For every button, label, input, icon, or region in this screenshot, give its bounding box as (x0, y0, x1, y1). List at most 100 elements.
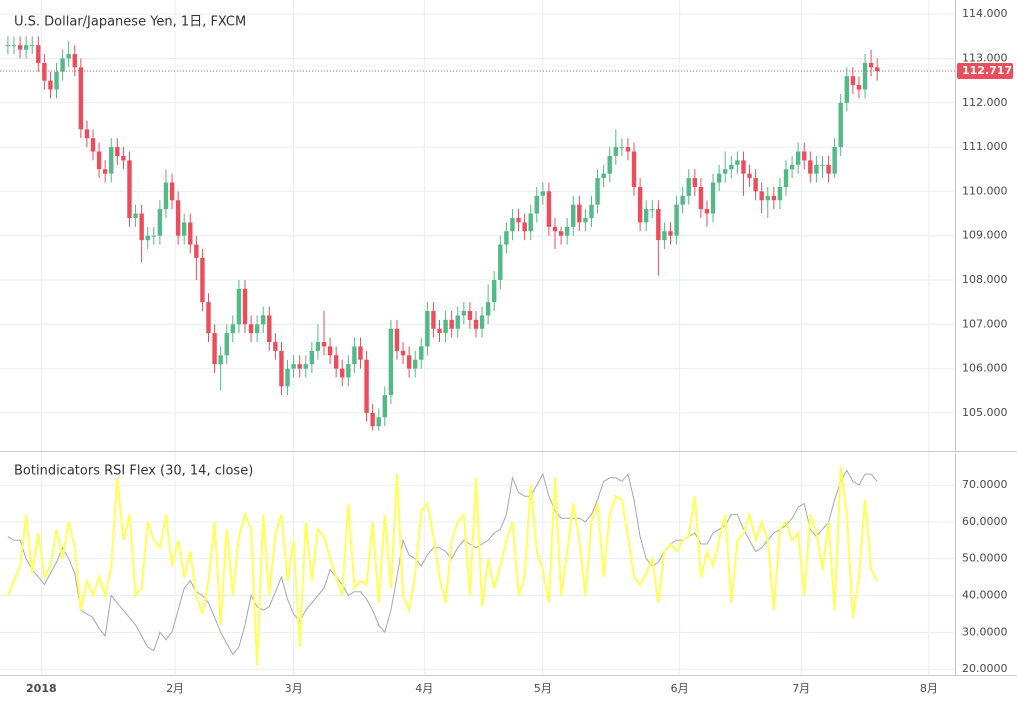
candle-body (42, 62, 47, 81)
candle-body (36, 45, 41, 63)
candle-body (741, 160, 746, 174)
candle-body (479, 315, 485, 329)
candle-body (449, 319, 454, 329)
candle-body (309, 350, 315, 365)
price-label: 112.717 (962, 64, 1012, 77)
candle-body (735, 160, 740, 165)
candle-body (133, 213, 138, 218)
candle-body (242, 288, 248, 325)
y-tick-label: 40.0000 (962, 589, 1008, 602)
candle-body (121, 155, 126, 161)
candle-body (795, 151, 801, 165)
candle-body (382, 395, 387, 418)
price-label-bg (957, 63, 1013, 80)
candle-body (637, 186, 643, 223)
candle-body (656, 209, 661, 241)
candle-body (419, 346, 424, 360)
candle-body (577, 204, 582, 223)
candle-body (437, 328, 442, 334)
candle-body (789, 164, 795, 170)
candle-body (297, 364, 302, 369)
candle-body (431, 311, 436, 329)
candle-body (303, 364, 308, 369)
candle-body (261, 315, 266, 325)
candle-body (315, 342, 321, 351)
candle-body (78, 67, 84, 130)
candle-body (66, 54, 71, 59)
y-tick-label: 106.000 (962, 362, 1008, 375)
y-tick-label: 111.000 (962, 140, 1008, 153)
candle-body (321, 342, 327, 347)
candle-body (230, 324, 236, 334)
candle-body (686, 178, 691, 196)
candle-body (340, 368, 345, 378)
x-tick-label: 2018 (26, 682, 57, 695)
candle-body (30, 45, 35, 47)
x-tick-label: 6月 (671, 682, 689, 695)
y-tick-label: 114.000 (962, 7, 1008, 20)
candle-body (546, 191, 552, 227)
candle-body (680, 195, 685, 205)
y-tick-label: 105.000 (962, 406, 1008, 419)
candle-body (473, 319, 479, 329)
candle-body (358, 346, 363, 360)
indicator-title: Botindicators RSI Flex (30, 14, close) (14, 464, 253, 479)
y-tick-label: 113.000 (962, 51, 1008, 64)
candle-body (376, 417, 381, 427)
candle-body (267, 315, 272, 343)
candle-body (759, 191, 764, 201)
candle-body (850, 76, 856, 86)
candle-body (723, 169, 728, 174)
candle-body (169, 182, 175, 201)
candle-body (248, 324, 254, 334)
candle-body (571, 204, 576, 227)
candle-body (109, 147, 114, 174)
candle-body (564, 226, 570, 236)
candle-body (868, 62, 874, 68)
candle-body (485, 302, 491, 316)
candle-body (516, 217, 521, 223)
candle-body (619, 147, 625, 149)
candle-body (115, 147, 120, 156)
x-tick-label: 8月 (920, 682, 938, 695)
candle-body (534, 195, 539, 214)
candle-body (528, 213, 533, 232)
candle-body (212, 333, 217, 365)
candle-body (206, 302, 211, 334)
candle-body (157, 209, 163, 236)
candle-body (814, 164, 819, 174)
candle-body (48, 80, 53, 90)
candle-body (716, 173, 722, 183)
candle-body (765, 195, 770, 201)
candle-body (838, 102, 843, 148)
candle-body (510, 217, 515, 232)
candle-body (826, 164, 831, 174)
candle-body (747, 173, 752, 179)
candle-body (145, 235, 150, 241)
y-tick-label: 50.0000 (962, 552, 1008, 565)
candle-body (808, 160, 813, 174)
candle-body (333, 355, 339, 369)
candle-body (589, 204, 594, 218)
candle-body (777, 186, 783, 201)
candle-body (729, 164, 734, 170)
candle-body (17, 45, 23, 50)
y-tick-label: 110.000 (962, 184, 1008, 197)
candle-body (613, 147, 618, 156)
candle-body (674, 204, 679, 236)
y-tick-label: 20.0000 (962, 662, 1008, 675)
candle-body (461, 311, 467, 316)
candle-body (291, 364, 296, 369)
candle-body (771, 195, 777, 201)
candle-body (327, 346, 333, 356)
candle-body (175, 200, 181, 236)
candle-body (273, 342, 278, 351)
candle-body (558, 231, 564, 236)
candle-body (601, 173, 606, 179)
candle-body (710, 182, 716, 214)
y-tick-label: 30.0000 (962, 625, 1008, 638)
candle-body (753, 178, 758, 192)
candle-body (96, 151, 102, 170)
candle-body (856, 85, 862, 90)
chart-title: U.S. Dollar/Japanese Yen, 1日, FXCM (14, 15, 246, 30)
